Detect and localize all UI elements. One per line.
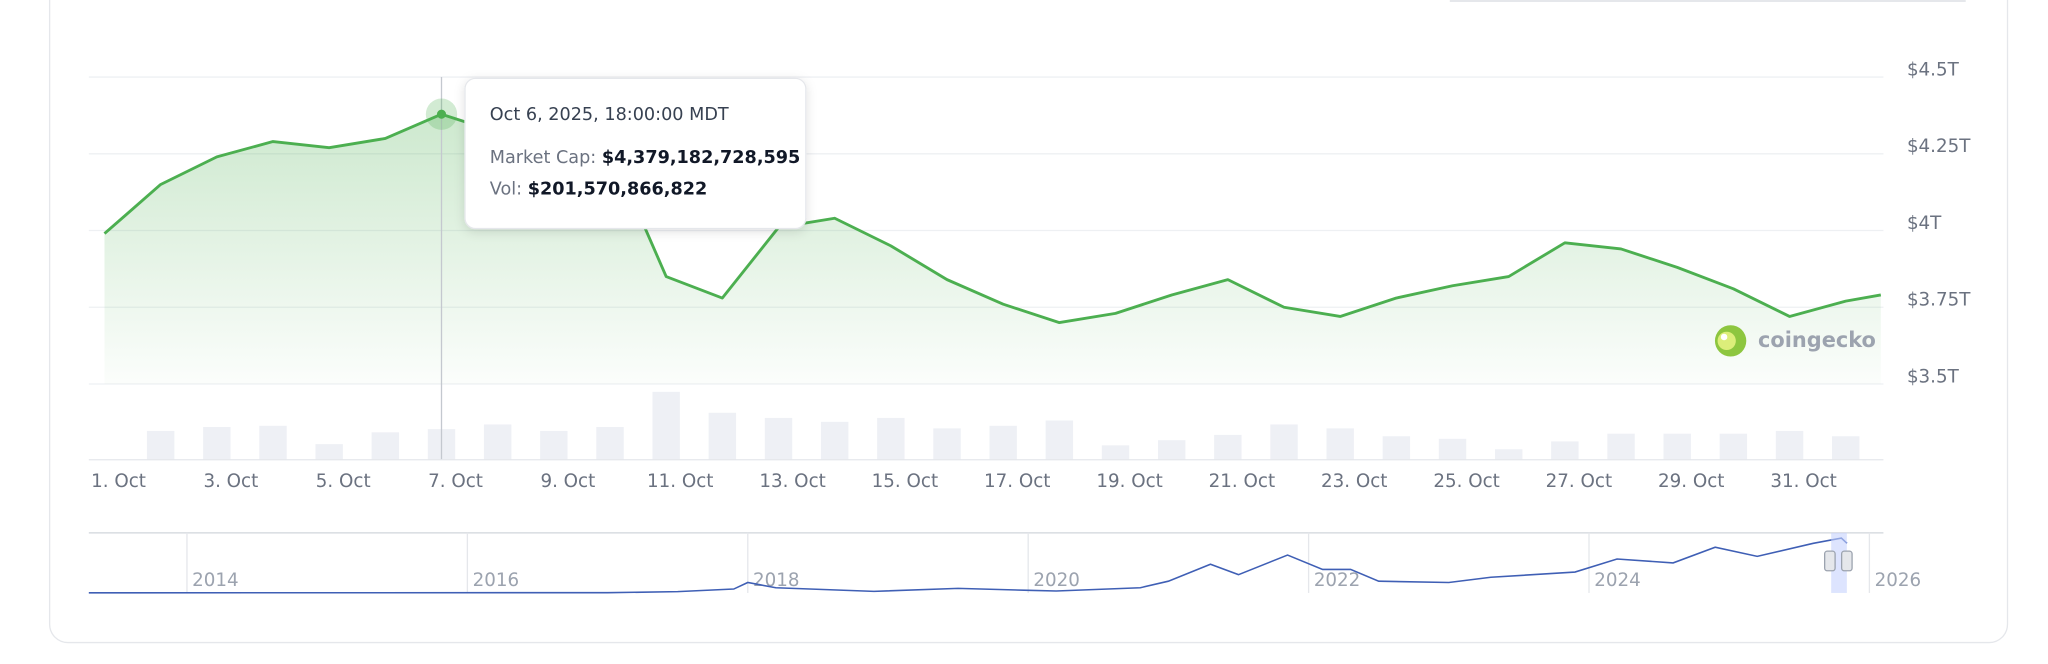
y-tick-label: $3.5T	[1907, 366, 1960, 387]
watermark-text: coingecko	[1758, 328, 1876, 352]
volume-bar	[203, 427, 231, 460]
x-tick-label: 15. Oct	[872, 471, 938, 492]
y-tick-label: $3.75T	[1907, 290, 1971, 311]
hover-point	[436, 109, 447, 119]
volume-bar	[1663, 433, 1691, 460]
volume-bar	[933, 428, 961, 460]
y-tick-label: $4.25T	[1907, 136, 1971, 157]
tooltip-value: $4,379,182,728,595	[602, 148, 800, 168]
logo-inner	[1717, 331, 1736, 351]
navigator-line	[88, 537, 1848, 594]
volume-bar	[1101, 445, 1130, 460]
x-tick-label: 17. Oct	[984, 471, 1050, 492]
logo-eye	[1720, 333, 1728, 341]
nav-selection	[1831, 532, 1847, 593]
x-tick-label: 11. Oct	[647, 471, 713, 492]
tooltip	[464, 77, 807, 230]
x-tick-label: 21. Oct	[1209, 471, 1275, 492]
navigator-tick-label: 2026	[1875, 570, 1922, 591]
tooltip-value: $201,570,866,822	[528, 179, 708, 199]
tooltip-box	[464, 77, 807, 230]
volume-bar	[259, 425, 287, 460]
navigator-tick-label: 2020	[1033, 570, 1080, 591]
tooltip-vol: Vol: $201,570,866,822	[490, 179, 707, 199]
volume-bar	[708, 412, 737, 460]
x-tick-label: 23. Oct	[1321, 471, 1387, 492]
navigator-tick-label: 2014	[192, 570, 239, 591]
volume-bar	[1045, 420, 1074, 460]
volume-bar	[540, 430, 568, 460]
tooltip-date: Oct 6, 2025, 18:00:00 MDT	[490, 105, 729, 125]
tooltip-label: Market Cap:	[490, 148, 596, 168]
navigator: 2014 2016 2018 2020 2022 2024 2026	[88, 532, 1922, 594]
x-tick-label: 31. Oct	[1770, 471, 1836, 492]
volume-bar	[1326, 428, 1354, 460]
volume-bar	[1494, 449, 1523, 460]
x-tick-label: 5. Oct	[316, 471, 371, 492]
volume-bar	[1775, 430, 1804, 460]
volume-bar	[1157, 440, 1186, 460]
volume-bar	[1382, 436, 1411, 460]
volume-bar	[652, 391, 680, 460]
volume-bar	[1831, 436, 1860, 460]
volume-bar	[1438, 438, 1467, 460]
x-tick-label: 7. Oct	[428, 471, 483, 492]
volume-bar	[1214, 434, 1242, 460]
volume-bar	[1719, 433, 1748, 460]
volume-bar	[764, 417, 793, 460]
x-tick-label: 25. Oct	[1433, 471, 1499, 492]
navigator-handles	[1823, 532, 1853, 593]
volume-bar	[1551, 441, 1579, 460]
x-tick-label: 29. Oct	[1658, 471, 1724, 492]
navigator-tick-label: 2016	[473, 570, 520, 591]
nav-handle[interactable]	[1840, 550, 1853, 572]
watermark: coingecko	[1714, 325, 1876, 357]
volume-bar	[371, 432, 400, 460]
x-tick-label: 19. Oct	[1096, 471, 1162, 492]
volume-bar	[1270, 424, 1298, 460]
volume-bar	[1607, 433, 1635, 460]
x-tick-label: 3. Oct	[203, 471, 258, 492]
volume-bar	[315, 444, 343, 460]
volume-bar	[596, 427, 624, 460]
volume-bar	[146, 430, 175, 460]
volume-bar	[483, 424, 512, 460]
tooltip-market-cap: Market Cap: $4,379,182,728,595	[490, 148, 801, 168]
x-tick-label: 27. Oct	[1546, 471, 1612, 492]
line	[103, 112, 1882, 325]
volume-bar	[989, 425, 1017, 460]
volume-bar	[877, 417, 905, 460]
tooltip-label: Vol:	[490, 179, 522, 199]
navigator-tick-label: 2024	[1594, 570, 1641, 591]
x-tick-label: 1. Oct	[91, 471, 146, 492]
x-tick-label: 13. Oct	[759, 471, 825, 492]
navigator-tick-label: 2022	[1314, 570, 1361, 591]
y-tick-label: $4T	[1907, 213, 1942, 234]
y-tick-label: $4.5T	[1907, 60, 1960, 81]
nav-handle[interactable]	[1823, 550, 1836, 572]
x-tick-label: 9. Oct	[540, 471, 595, 492]
volume-bar	[820, 421, 849, 460]
